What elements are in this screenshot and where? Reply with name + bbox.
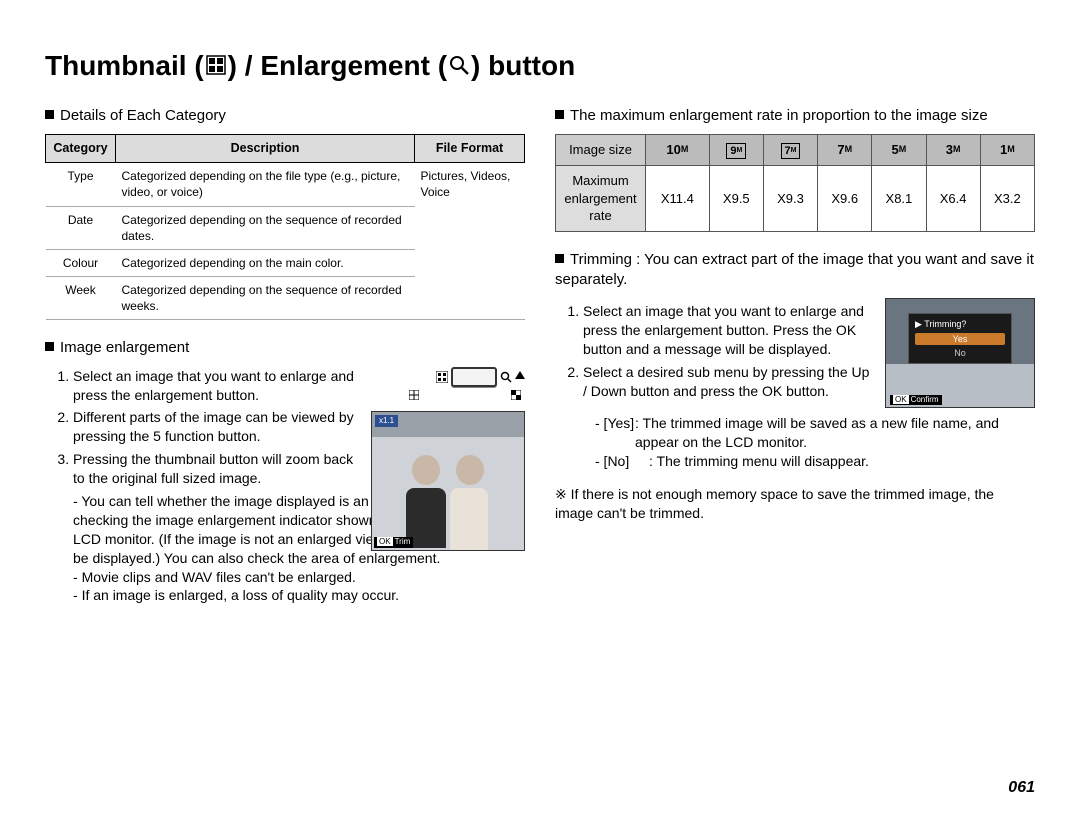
- rate-6: X3.2: [980, 166, 1034, 232]
- note-2: Movie clips and WAV files can't be enlar…: [73, 568, 525, 587]
- step-1: Select an image that you want to enlarge…: [73, 367, 365, 405]
- checker-icon: [511, 390, 521, 400]
- page-number: 061: [1008, 779, 1035, 797]
- th-fileformat: File Format: [415, 135, 525, 163]
- page-title: Thumbnail ( ) / Enlargement ( ) button: [45, 50, 1035, 82]
- no-text: : The trimming menu will disappear.: [649, 452, 869, 471]
- note-3: If an image is enlarged, a loss of quali…: [73, 586, 525, 605]
- button-widget-illustration: [405, 367, 525, 403]
- desc-date: Categorized depending on the sequence of…: [116, 206, 415, 249]
- size-4: 5M: [872, 135, 926, 166]
- size-1: 9M: [709, 135, 763, 166]
- magnifier-icon: [449, 50, 469, 82]
- trim-label: OKTrim: [374, 537, 413, 548]
- size-table: Image size 10M 9M 7M 7M 5M 3M 1M Maximum…: [555, 134, 1035, 232]
- dialog-yes: Yes: [915, 333, 1005, 345]
- title-suffix: ) button: [471, 50, 575, 82]
- title-prefix: Thumbnail (: [45, 50, 204, 82]
- th-description: Description: [116, 135, 415, 163]
- desc-colour: Categorized depending on the main color.: [116, 249, 415, 276]
- cat-week: Week: [46, 277, 116, 320]
- cat-date: Date: [46, 206, 116, 249]
- dialog-confirm: OKConfirm: [890, 395, 942, 406]
- step-2: Different parts of the image can be view…: [73, 408, 365, 446]
- size-2: 7M: [763, 135, 817, 166]
- magnifier-small-icon: [500, 371, 512, 383]
- grid-small-icon: [409, 390, 419, 400]
- yes-key: - [Yes]: [595, 414, 635, 452]
- size-6: 1M: [980, 135, 1034, 166]
- rate-1: X9.5: [709, 166, 763, 232]
- size-0: 10M: [646, 135, 710, 166]
- th-category: Category: [46, 135, 116, 163]
- file-format-cell: Pictures, Videos, Voice: [415, 163, 525, 320]
- category-table: Category Description File Format Type Ca…: [45, 134, 525, 320]
- rate-4: X8.1: [872, 166, 926, 232]
- row-image-size: Image size: [556, 135, 646, 166]
- no-key: - [No]: [595, 452, 649, 471]
- dialog-no: No: [915, 347, 1005, 359]
- desc-type: Categorized depending on the file type (…: [116, 163, 415, 206]
- trimming-dialog-illustration: ▶ Trimming? Yes No OKConfirm: [885, 298, 1035, 408]
- rate-3: X9.6: [818, 166, 872, 232]
- thumbnail-small-icon: [436, 371, 448, 383]
- cat-type: Type: [46, 163, 116, 206]
- size-3: 7M: [818, 135, 872, 166]
- thumbnail-icon: [206, 50, 226, 82]
- sample-enlarged-photo: x1.1 OKTrim: [371, 411, 525, 551]
- size-5: 3M: [926, 135, 980, 166]
- desc-week: Categorized depending on the sequence of…: [116, 277, 415, 320]
- max-rate-heading: The maximum enlargement rate in proporti…: [555, 106, 1035, 126]
- zoom-badge: x1.1: [375, 415, 398, 428]
- left-column: Details of Each Category Category Descri…: [45, 100, 525, 605]
- details-heading: Details of Each Category: [45, 106, 525, 126]
- rate-5: X6.4: [926, 166, 980, 232]
- trimming-heading: Trimming : You can extract part of the i…: [555, 250, 1035, 291]
- enlarge-block: x1.1 OKTrim Select an image that you wan…: [45, 367, 525, 606]
- step-3: Pressing the thumbnail button will zoom …: [73, 450, 365, 488]
- row-max-rate: Maximum enlargement rate: [556, 166, 646, 232]
- dialog-question: ▶ Trimming?: [915, 318, 1005, 330]
- rate-2: X9.3: [763, 166, 817, 232]
- right-column: The maximum enlargement rate in proporti…: [555, 100, 1035, 605]
- up-arrow-icon: [515, 371, 525, 383]
- yes-no-block: - [Yes] : The trimmed image will be save…: [555, 414, 1035, 471]
- yes-text: : The trimmed image will be saved as a n…: [635, 414, 1035, 452]
- memory-note: If there is not enough memory space to s…: [555, 485, 1035, 523]
- title-mid: ) / Enlargement (: [228, 50, 447, 82]
- rate-0: X11.4: [646, 166, 710, 232]
- cat-colour: Colour: [46, 249, 116, 276]
- enlarge-heading: Image enlargement: [45, 338, 525, 358]
